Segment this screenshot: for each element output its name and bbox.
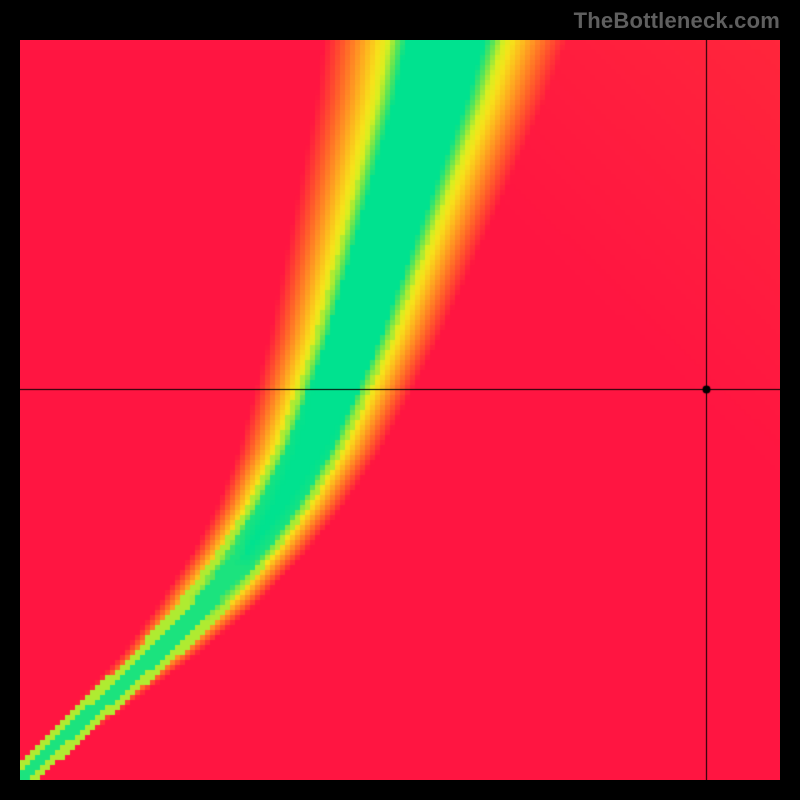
root-frame: TheBottleneck.com <box>0 0 800 800</box>
watermark-text: TheBottleneck.com <box>574 8 780 34</box>
heatmap-plot <box>20 40 780 780</box>
heatmap-canvas <box>20 40 780 780</box>
